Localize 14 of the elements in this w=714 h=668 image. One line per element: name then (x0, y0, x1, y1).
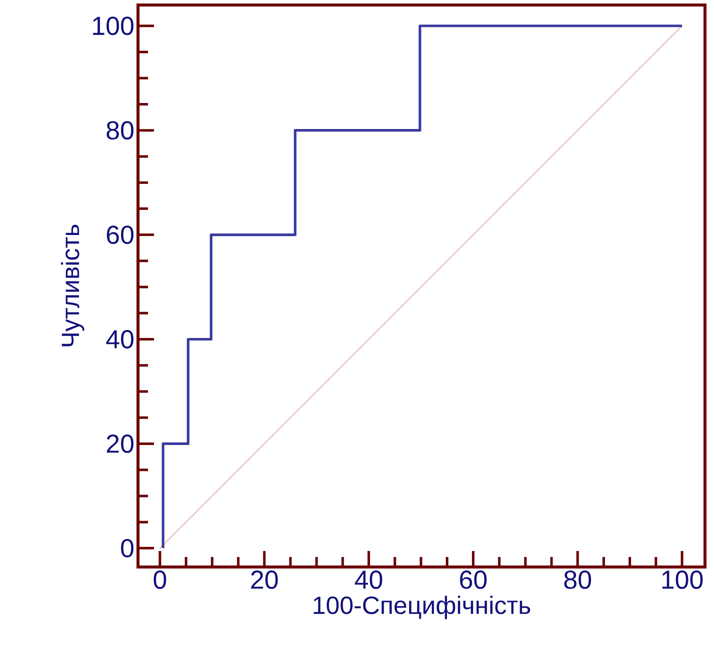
x-tick-label: 100 (662, 570, 703, 589)
y-tick-label: 80 (106, 121, 134, 140)
y-tick-label: 40 (106, 330, 134, 348)
y-tick-label: 100 (93, 16, 134, 36)
y-tick-label: 60 (106, 226, 134, 244)
y-tick-label: 20 (106, 434, 134, 453)
x-axis-title: 100-Специфічність (314, 596, 530, 620)
x-tick-label: 20 (251, 570, 278, 589)
y-tick-label: 0 (121, 538, 134, 558)
x-tick-label: 60 (460, 570, 487, 589)
x-tick-label: 40 (354, 570, 382, 589)
x-tick-label: 0 (154, 570, 166, 589)
y-axis-title: Чутливість (60, 224, 84, 346)
x-tick-label: 80 (564, 570, 592, 589)
